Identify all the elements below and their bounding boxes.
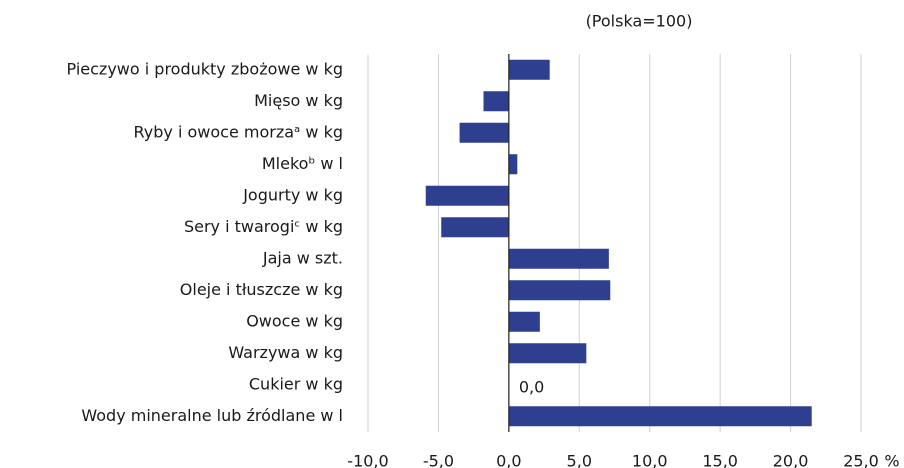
bar [425,185,509,206]
bar [483,91,509,112]
x-tick-label: -10,0 [347,452,388,468]
y-tick-label: Mięso w kg [254,91,343,110]
x-tick-label: 20,0 [773,452,809,468]
bar [508,343,587,364]
bar [508,248,609,269]
x-tick-label: 5,0 [567,452,592,468]
bar [508,311,540,332]
y-tick-label: Wody mineralne lub źródlane w l [81,406,343,425]
chart-subtitle: (Polska=100) [586,12,693,31]
x-tick-label: -5,0 [423,452,454,468]
data-label: 0,0 [519,377,544,396]
x-tick-label: 10,0 [632,452,668,468]
bar [441,217,509,238]
y-tick-label: Mlekoᵇ w l [262,154,343,173]
y-tick-label: Jogurty w kg [242,185,343,204]
y-tick-label: Warzywa w kg [228,343,343,362]
bar [508,154,518,175]
x-tick-label: 25,0 [843,452,879,468]
bar [508,406,812,427]
y-tick-label: Pieczywo i produkty zbożowe w kg [67,59,343,78]
bar [459,122,509,143]
unit-label: % [884,452,899,468]
bar [508,59,550,80]
x-tick-label: 15,0 [702,452,738,468]
x-tick-label: 0,0 [496,452,521,468]
bar [508,280,611,301]
y-tick-label: Sery i twarogiᶜ w kg [184,217,343,236]
y-tick-label: Ryby i owoce morzaᵃ w kg [134,122,343,141]
y-tick-label: Cukier w kg [249,374,343,393]
y-tick-label: Oleje i tłuszcze w kg [180,280,343,299]
y-tick-label: Jaja w szt. [262,248,343,267]
y-tick-label: Owoce w kg [246,311,343,330]
